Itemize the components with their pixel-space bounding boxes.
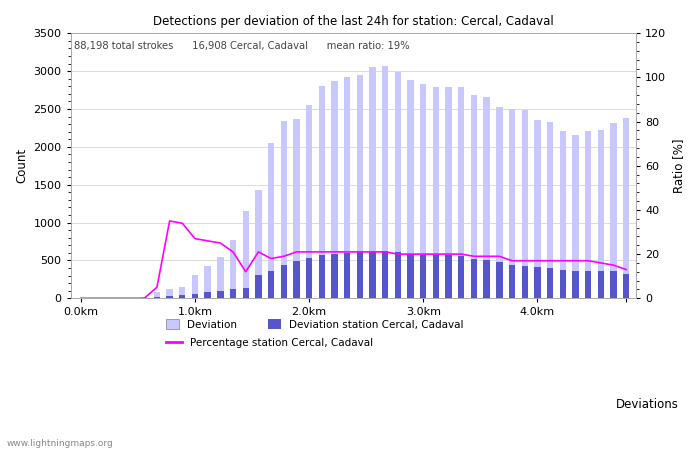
Bar [496,262,503,298]
Bar [306,258,312,298]
Bar [204,292,211,298]
Bar [344,253,350,298]
Y-axis label: Count: Count [15,148,28,183]
Bar [433,87,439,298]
Bar [573,270,579,298]
Bar [585,270,591,298]
Bar [484,97,490,298]
Bar [154,297,160,298]
Bar [242,288,249,298]
Bar [585,131,591,298]
Bar [547,122,553,298]
Bar [509,266,515,298]
Bar [496,107,503,298]
Bar [471,259,477,298]
Bar [357,252,363,298]
Bar [509,109,515,298]
Bar [522,266,528,298]
Bar [407,80,414,298]
Bar [484,260,490,298]
Bar [370,67,376,298]
Bar [433,256,439,298]
Bar [382,251,389,298]
Bar [547,268,553,298]
Bar [623,274,629,298]
Text: 88,198 total strokes      16,908 Cercal, Cadaval      mean ratio: 19%: 88,198 total strokes 16,908 Cercal, Cada… [74,41,410,51]
Bar [268,270,274,298]
Bar [281,266,287,298]
Bar [331,81,337,298]
Bar [293,261,300,298]
Bar [559,270,566,298]
Bar [598,130,604,298]
Legend: Percentage station Cercal, Cadaval: Percentage station Cercal, Cadaval [167,338,374,348]
Bar [293,119,300,298]
Bar [242,211,249,298]
Bar [256,275,262,298]
Bar [306,105,312,298]
Bar [522,110,528,298]
Bar [534,267,540,298]
Bar [573,135,579,298]
Bar [420,255,426,298]
Bar [154,292,160,298]
Bar [458,87,465,298]
Bar [610,123,617,298]
Bar [559,131,566,298]
Bar [281,121,287,298]
Bar [395,252,401,298]
Bar [407,254,414,298]
Bar [610,271,617,298]
Bar [141,297,148,298]
Bar [256,189,262,298]
Bar [318,255,325,298]
Bar [445,256,452,298]
Bar [382,66,389,298]
Bar [204,266,211,298]
Bar [268,143,274,298]
Bar [179,287,186,298]
Bar [230,289,236,298]
Bar [217,257,223,298]
Bar [458,256,465,298]
Bar [230,240,236,298]
Bar [192,294,198,298]
Title: Detections per deviation of the last 24h for station: Cercal, Cadaval: Detections per deviation of the last 24h… [153,15,554,28]
Bar [179,295,186,298]
Bar [420,84,426,298]
Bar [344,77,350,298]
Bar [331,254,337,298]
Bar [395,72,401,298]
Y-axis label: Ratio [%]: Ratio [%] [672,139,685,193]
Bar [534,120,540,298]
Bar [598,270,604,298]
Bar [471,95,477,298]
Bar [318,86,325,298]
Bar [192,275,198,298]
Bar [167,296,173,298]
Text: Deviations: Deviations [616,398,679,411]
Bar [623,118,629,298]
Bar [167,289,173,298]
Bar [445,87,452,298]
Bar [357,75,363,298]
Bar [217,291,223,298]
Text: www.lightningmaps.org: www.lightningmaps.org [7,439,113,448]
Bar [370,252,376,298]
